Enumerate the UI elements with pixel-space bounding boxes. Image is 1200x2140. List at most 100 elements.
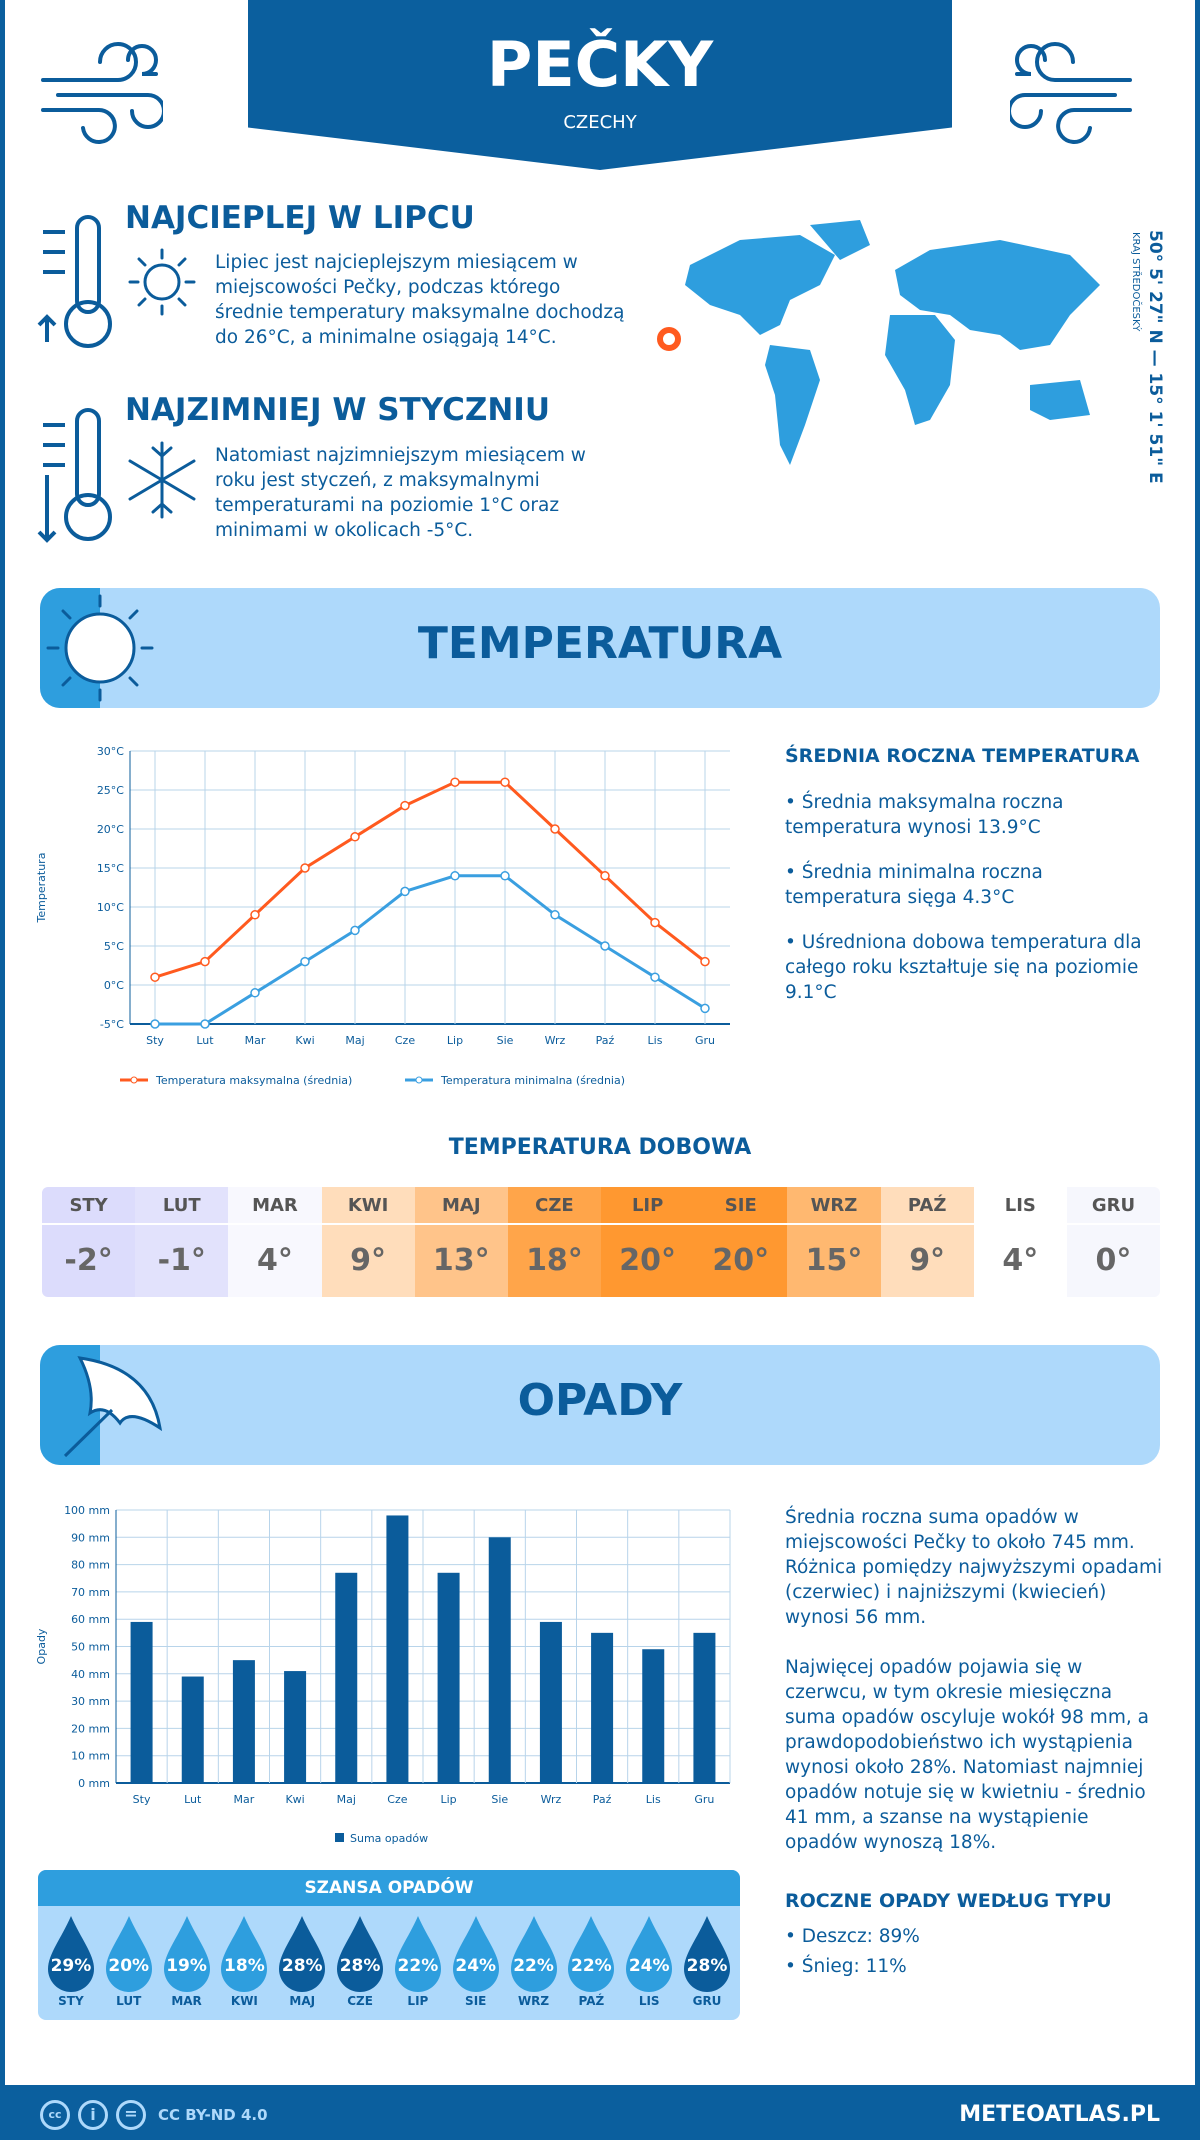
month-label: SIE (694, 1187, 788, 1225)
data-point (150, 972, 160, 982)
series-line (154, 780, 706, 979)
chance-value: 24% (628, 1956, 670, 1976)
site-link[interactable]: METEOATLAS.PL (959, 2102, 1160, 2127)
world-map (685, 220, 1100, 465)
y-tick-label: 10°C (97, 901, 124, 914)
temp-bullet: • Średnia maksymalna roczna temperatura … (785, 792, 1064, 838)
precip-chance-item: 19% MAR (158, 1914, 216, 2008)
bar (488, 1537, 511, 1783)
bar (130, 1621, 153, 1783)
x-tick-label: Cze (387, 1793, 407, 1806)
month-label: LIS (638, 1994, 660, 2008)
data-point (300, 863, 310, 873)
data-point (400, 800, 410, 811)
data-point (250, 988, 260, 998)
legend-label: Temperatura maksymalna (średnia) (155, 1074, 352, 1087)
temp-summary-title: ŚREDNIA ROCZNA TEMPERATURA (785, 745, 1140, 767)
y-tick-label: 40 mm (71, 1668, 110, 1681)
page-frame (0, 0, 1200, 2090)
month-label: SIE (465, 1994, 487, 2008)
raindrop-icon (47, 1916, 94, 1992)
temp-value: 9° (909, 1243, 946, 1278)
wind-icon-right (1010, 42, 1132, 144)
chance-value: 28% (281, 1956, 323, 1976)
y-tick-label: 10 mm (71, 1750, 110, 1763)
region-label: KRAJ STŘEDOČESKÝ (1130, 232, 1141, 332)
temp-value: 20° (619, 1243, 676, 1278)
precip-chance-item: 22% WRZ (505, 1914, 563, 2008)
temp-bullet: • Średnia minimalna roczna temperatura s… (785, 862, 1043, 908)
y-tick-label: 100 mm (64, 1504, 110, 1517)
precip-chance-item: 28% GRU (678, 1914, 736, 2008)
y-axis-label: Opady (35, 1628, 48, 1664)
warmest-title: NAJCIEPLEJ W LIPCU (125, 200, 475, 236)
raindrop-icon (105, 1916, 152, 1992)
wind-icon (41, 42, 163, 144)
y-tick-label: 70 mm (71, 1586, 110, 1599)
x-tick-label: Gru (694, 1793, 714, 1806)
country-label: CZECHY (563, 112, 637, 133)
thermometer-hot-icon (37, 215, 112, 348)
umbrella-icon (63, 1356, 163, 1458)
y-axis-label: Temperatura (35, 853, 48, 924)
daily-temp-cell: LIS 4° (973, 1187, 1067, 1297)
precip-chance-item: 29% STY (42, 1914, 100, 2008)
legend-swatch (335, 1833, 344, 1842)
daily-temp-cell: GRU 0° (1066, 1187, 1160, 1297)
chance-value: 28% (339, 1956, 381, 1976)
y-tick-label: 0 mm (78, 1777, 110, 1790)
data-point (400, 886, 410, 897)
temperature-chart: -5°C 0°C 5°C 10°C 15°C 20°C 25°C 30°C Sty Lut Mar K… (35, 745, 730, 1087)
temp-value: 9° (350, 1243, 387, 1278)
y-tick-label: 90 mm (71, 1531, 110, 1544)
raindrop-icon (394, 1916, 441, 1992)
x-tick-label: Wrz (541, 1793, 562, 1806)
precip-type-title: ROCZNE OPADY WEDŁUG TYPU (785, 1890, 1112, 1912)
chance-value: 24% (455, 1956, 497, 1976)
precip-type-snow: • Śnieg: 11% (785, 1956, 907, 1977)
data-point (700, 1003, 710, 1014)
daily-temp-cell: SIE 20° (694, 1187, 788, 1297)
chance-value: 28% (686, 1956, 728, 1976)
precip-chance-item: 24% LIS (620, 1914, 678, 2008)
y-tick-label: 20°C (97, 823, 124, 836)
chance-value: 19% (166, 1956, 207, 1976)
x-tick-label: Kwi (285, 1793, 304, 1806)
raindrop-icon (452, 1916, 499, 1992)
data-point (600, 941, 610, 951)
x-tick-label: Maj (337, 1793, 356, 1806)
legend-marker (415, 1076, 423, 1084)
month-label: LIP (601, 1187, 695, 1225)
bar (539, 1621, 562, 1783)
chance-value: 20% (108, 1956, 150, 1976)
bar (693, 1632, 716, 1783)
month-label: LUT (116, 1994, 142, 2008)
sun-icon-large (46, 594, 154, 702)
precip-chance-panel: SZANSA OPADÓW 29% STY 20% LUT 19% MAR 18% KWI 28… (38, 1870, 740, 2020)
precip-type-rain: • Deszcz: 89% (785, 1926, 920, 1947)
cc-icon: cc (40, 2100, 70, 2130)
raindrop-icon (510, 1916, 557, 1992)
chance-value: 22% (513, 1956, 554, 1976)
x-tick-label: Lut (184, 1793, 202, 1806)
month-label: CZE (347, 1994, 373, 2008)
bar (284, 1671, 307, 1783)
x-tick-label: Mar (234, 1793, 255, 1806)
chance-value: 18% (224, 1956, 265, 1976)
y-tick-label: 30°C (97, 745, 124, 758)
data-point (600, 871, 610, 881)
x-tick-label: Lis (648, 1034, 663, 1047)
license-text[interactable]: CC BY-ND 4.0 (158, 2106, 268, 2124)
data-point (450, 777, 460, 787)
daily-temp-cell: MAJ 13° (414, 1187, 508, 1297)
attribution-icon: i (78, 2100, 108, 2130)
daily-temp-cell: STY -2° (42, 1187, 136, 1297)
data-point (200, 956, 210, 967)
page-title: PEČKY (486, 28, 714, 101)
data-point (500, 777, 510, 787)
month-label: MAJ (414, 1187, 508, 1225)
x-tick-label: Lut (196, 1034, 214, 1047)
temp-bullets: • Średnia maksymalna roczna temperatura … (785, 790, 1165, 1005)
x-tick-label: Kwi (295, 1034, 314, 1047)
month-label: LIS (973, 1187, 1067, 1225)
